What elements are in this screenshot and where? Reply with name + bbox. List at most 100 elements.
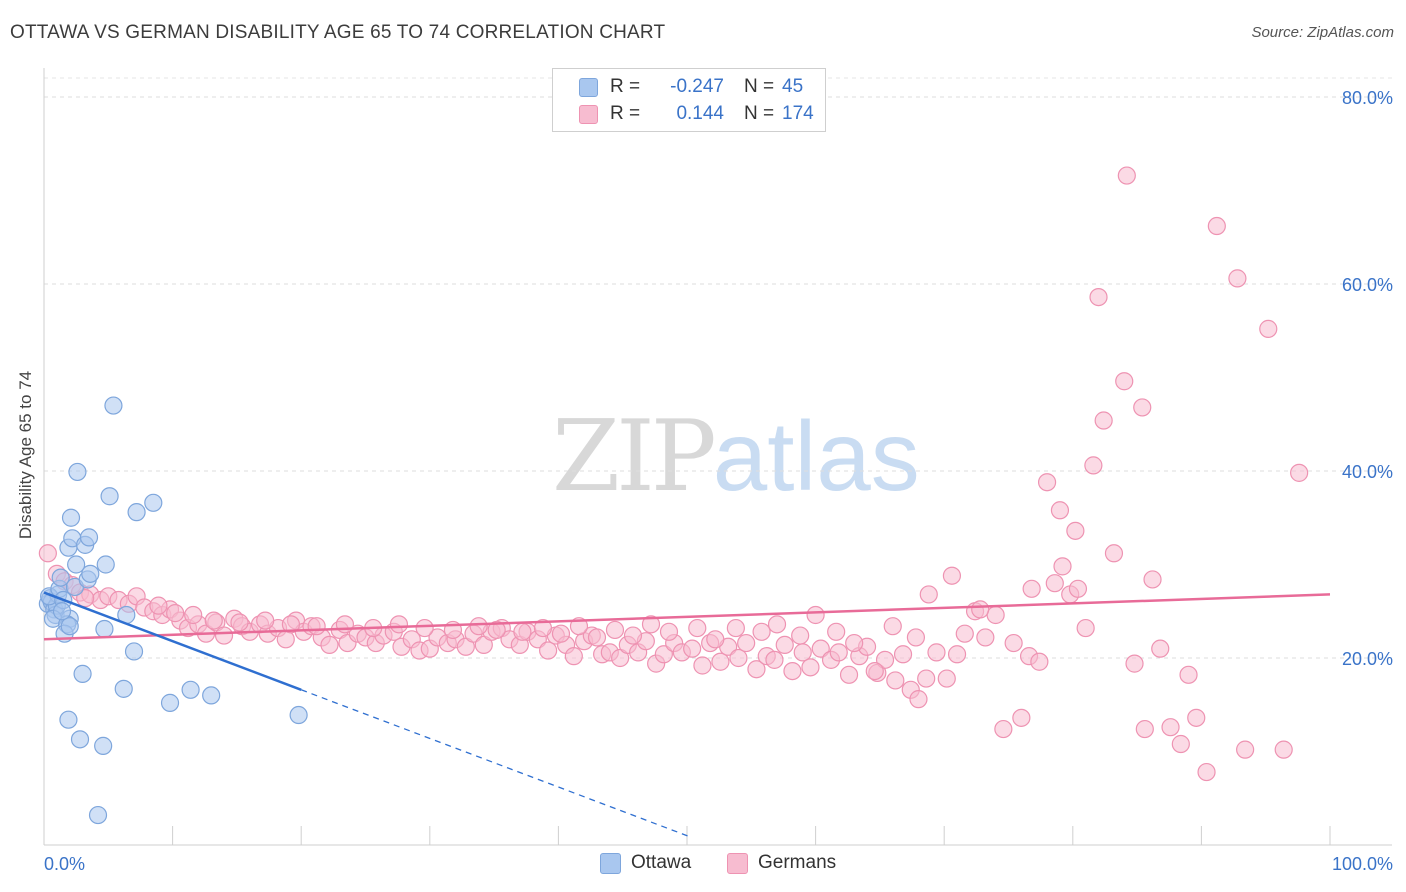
point-germans (693, 656, 712, 675)
point-germans (829, 643, 848, 662)
y-tick-label: 80.0% (1342, 88, 1393, 108)
point-germans (767, 615, 787, 634)
point-germans (1161, 718, 1180, 737)
point-germans (937, 669, 956, 688)
point-germans (1115, 372, 1134, 391)
point-ottawa (114, 679, 133, 698)
point-germans (942, 566, 962, 585)
point-germans (513, 622, 532, 641)
point-germans (1022, 579, 1041, 598)
point-germans (986, 605, 1005, 625)
point-germans (533, 618, 553, 638)
legend-r-label: R = (610, 103, 641, 124)
point-germans (307, 617, 326, 636)
point-ottawa (68, 462, 87, 482)
point-germans (587, 628, 607, 647)
point-germans (706, 630, 725, 649)
point-germans (1236, 740, 1255, 759)
point-ottawa (81, 564, 100, 583)
point-germans (791, 626, 810, 645)
point-germans (927, 643, 946, 662)
point-germans (1228, 269, 1247, 288)
point-germans (1187, 708, 1206, 727)
trendline-ottawa-extension (300, 689, 693, 839)
point-germans (38, 544, 57, 563)
point-germans (214, 626, 234, 645)
point-germans (976, 628, 995, 647)
point-germans (1290, 463, 1309, 482)
point-germans (1125, 654, 1144, 673)
point-germans (1050, 501, 1070, 520)
point-germans (1197, 762, 1216, 782)
point-germans (793, 643, 812, 662)
legend-swatch-ottawa (579, 77, 598, 97)
source-label: Source: ZipAtlas.com (1251, 24, 1394, 41)
point-germans (1207, 216, 1226, 236)
point-germans (1094, 411, 1113, 430)
point-germans (994, 719, 1013, 739)
point-germans (1179, 665, 1198, 684)
bottom-legend-label-ottawa: Ottawa (631, 852, 692, 873)
y-tick-label: 40.0% (1342, 462, 1393, 482)
legend-n-value: 45 (782, 76, 804, 97)
point-germans (865, 661, 884, 681)
bottom-legend-swatch-ottawa (600, 852, 621, 874)
legend-n-label: N = (744, 76, 775, 97)
point-germans (845, 633, 864, 653)
point-germans (1104, 544, 1124, 563)
point-germans (752, 622, 771, 641)
point-germans (149, 596, 168, 615)
point-germans (230, 613, 249, 632)
point-ottawa (127, 503, 146, 522)
point-ottawa (289, 705, 308, 725)
point-germans (917, 669, 936, 688)
bottom-legend-label-germans: Germans (758, 852, 837, 873)
point-germans (256, 611, 275, 630)
point-germans (919, 585, 938, 604)
y-tick-label: 20.0% (1342, 649, 1393, 669)
point-ottawa (94, 736, 113, 755)
point-ottawa (100, 487, 119, 506)
point-germans (1117, 166, 1136, 185)
point-germans (659, 622, 679, 641)
watermark-zip: ZIP (552, 400, 717, 514)
point-ottawa (70, 730, 90, 749)
point-ottawa (160, 693, 180, 712)
point-germans (539, 641, 558, 660)
point-ottawa (60, 617, 79, 636)
legend-r-value: -0.247 (670, 76, 724, 97)
point-ottawa (124, 642, 144, 661)
point-germans (906, 628, 926, 647)
x-tick-label: 0.0% (44, 854, 85, 874)
point-germans (564, 647, 583, 666)
point-germans (1084, 456, 1103, 475)
legend-row-germans: R = 0.144 N = 174 (579, 102, 814, 126)
point-germans (76, 589, 95, 608)
watermark: ZIPatlas (552, 400, 920, 514)
point-ottawa (51, 568, 70, 587)
point-germans (654, 645, 673, 664)
point-germans (487, 620, 506, 640)
point-germans (415, 618, 434, 638)
point-ottawa (144, 493, 163, 512)
legend-r-label: R = (610, 76, 641, 97)
point-germans (783, 661, 802, 681)
bottom-legend-ottawa: Ottawa (600, 852, 691, 874)
point-ottawa (73, 664, 92, 683)
point-germans (1089, 287, 1108, 307)
point-germans (281, 615, 301, 634)
point-germans (1053, 557, 1072, 576)
point-germans (320, 635, 339, 655)
point-germans (166, 604, 185, 623)
point-germans (726, 618, 745, 638)
point-germans (827, 622, 846, 641)
point-germans (1135, 719, 1154, 739)
legend-n-label: N = (744, 103, 775, 124)
point-germans (551, 624, 571, 643)
point-ottawa (52, 602, 72, 621)
point-germans (1274, 740, 1293, 759)
point-germans (801, 658, 820, 677)
point-germans (1151, 639, 1170, 658)
point-ottawa (67, 555, 86, 574)
point-germans (1004, 633, 1023, 653)
